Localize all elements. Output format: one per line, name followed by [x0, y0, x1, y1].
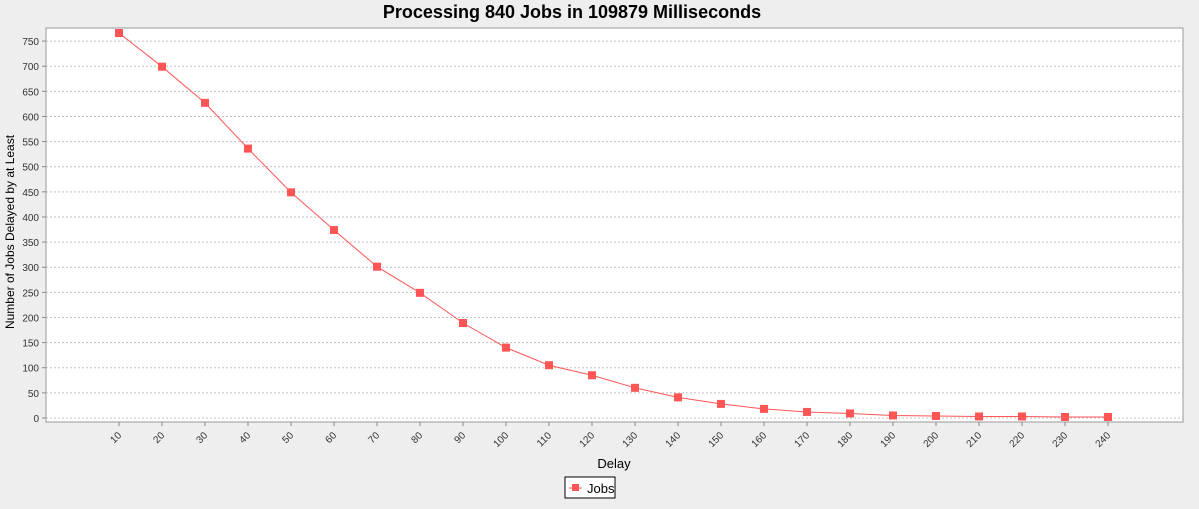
x-tick-label-60: 60 [323, 430, 339, 446]
data-point-10 [115, 29, 123, 38]
data-point-200 [932, 411, 940, 420]
data-point-100 [502, 343, 510, 352]
data-point-210 [975, 412, 983, 421]
x-tick-label-190: 190 [879, 430, 899, 450]
x-tick-label-210: 210 [965, 430, 985, 450]
y-tick-label-750: 750 [22, 37, 39, 48]
y-tick-label-150: 150 [22, 339, 39, 350]
x-tick-label-50: 50 [280, 430, 296, 446]
y-tick-label-600: 600 [22, 112, 39, 123]
series-jobs [115, 29, 1112, 421]
y-tick-label-350: 350 [22, 238, 39, 249]
y-tick-label-650: 650 [22, 87, 39, 98]
data-point-30 [201, 98, 209, 107]
x-tick-label-110: 110 [535, 430, 554, 449]
data-point-80 [416, 288, 424, 297]
grid-lines [46, 40, 1183, 419]
y-tick-label-400: 400 [22, 213, 39, 224]
x-tick-label-160: 160 [750, 430, 770, 450]
x-tick-label-120: 120 [578, 430, 598, 450]
x-tick-label-100: 100 [492, 430, 512, 450]
data-point-150 [717, 399, 725, 408]
y-tick-label-550: 550 [22, 138, 39, 149]
y-axis: 0 50 100 150 200 250 300 350 400 450 500 550 600 650 7… [22, 37, 46, 425]
data-point-70 [373, 262, 381, 271]
data-point-40 [244, 144, 252, 153]
data-point-240 [1104, 412, 1112, 421]
data-point-50 [287, 188, 295, 197]
x-tick-label-200: 200 [922, 430, 942, 450]
x-tick-label-180: 180 [836, 430, 856, 450]
x-tick-label-70: 70 [366, 430, 382, 446]
y-tick-label-100: 100 [22, 364, 39, 375]
x-tick-label-230: 230 [1051, 430, 1071, 450]
x-tick-label-20: 20 [151, 430, 167, 446]
data-point-130 [631, 383, 639, 392]
data-point-120 [588, 371, 596, 380]
data-point-90 [459, 318, 467, 327]
data-point-190 [889, 411, 897, 420]
y-tick-label-500: 500 [22, 163, 39, 174]
data-point-170 [803, 407, 811, 416]
y-tick-label-300: 300 [22, 263, 39, 274]
x-tick-label-150: 150 [707, 430, 727, 450]
data-point-180 [846, 409, 854, 418]
data-point-140 [674, 393, 682, 402]
x-tick-label-10: 10 [108, 430, 124, 446]
plot-area [45, 27, 1184, 423]
x-tick-label-130: 130 [621, 430, 641, 450]
data-point-230 [1061, 412, 1069, 421]
x-tick-label-80: 80 [409, 430, 425, 446]
y-tick-label-0: 0 [33, 414, 39, 425]
legend-marker-swatch [572, 484, 579, 491]
chart-title: Processing 840 Jobs in 109879 Millisecon… [383, 2, 761, 22]
x-axis: 10 20 30 40 50 60 70 80 90 100 110 120 130 140 150 160 1… [108, 422, 1113, 450]
y-tick-label-200: 200 [22, 313, 39, 324]
data-point-20 [158, 62, 166, 71]
y-tick-label-250: 250 [22, 288, 39, 299]
legend: Jobs [564, 476, 616, 499]
data-point-160 [760, 404, 768, 413]
y-tick-label-450: 450 [22, 188, 39, 199]
y-tick-label-50: 50 [28, 389, 40, 400]
legend-box [564, 476, 616, 499]
data-point-110 [545, 361, 553, 370]
x-tick-label-30: 30 [194, 430, 210, 446]
x-axis-label: Delay [597, 456, 631, 471]
x-tick-label-140: 140 [664, 430, 684, 450]
x-tick-label-220: 220 [1008, 430, 1028, 450]
x-tick-label-90: 90 [452, 430, 468, 446]
x-tick-label-170: 170 [793, 430, 813, 450]
x-tick-label-40: 40 [237, 430, 253, 446]
y-tick-label-700: 700 [22, 62, 39, 73]
y-axis-label: Number of Jobs Delayed by at Least [3, 134, 17, 329]
x-tick-label-240: 240 [1094, 430, 1114, 450]
data-point-220 [1018, 412, 1026, 421]
series-line-jobs [118, 32, 1108, 418]
data-point-60 [330, 226, 338, 235]
legend-label-jobs: Jobs [587, 481, 615, 496]
